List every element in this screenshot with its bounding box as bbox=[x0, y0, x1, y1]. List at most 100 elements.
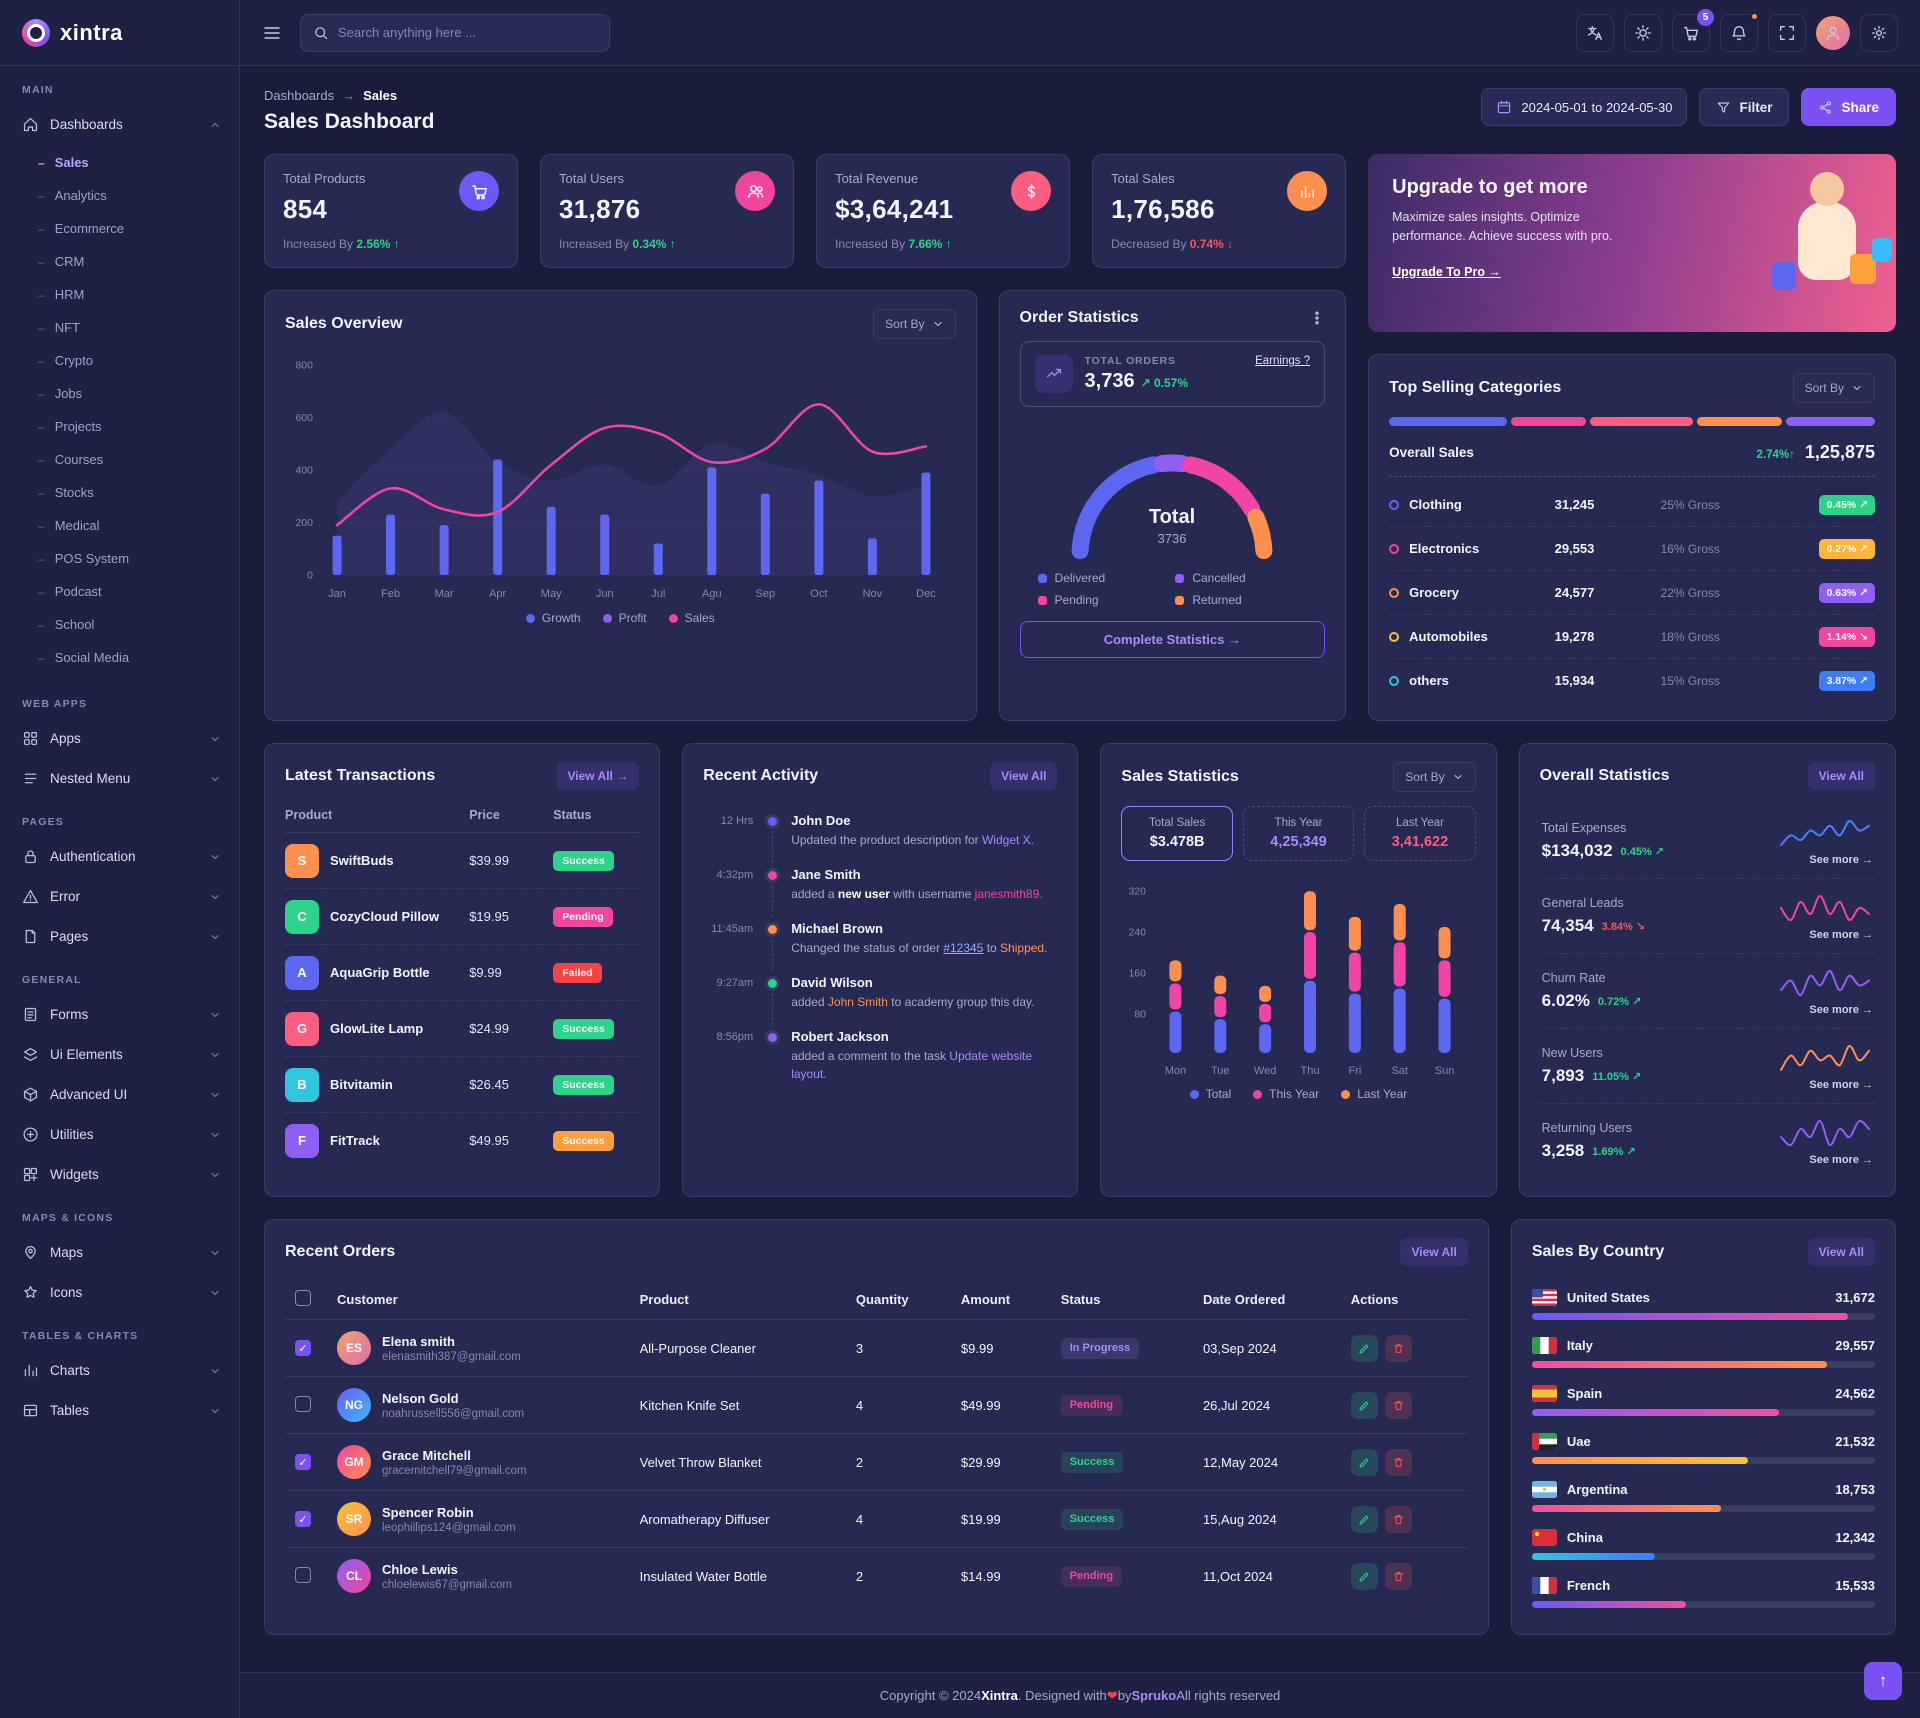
recent-orders-view-all-button[interactable]: View All bbox=[1400, 1238, 1468, 1266]
country-value: 12,342 bbox=[1835, 1529, 1875, 1545]
row-checkbox[interactable]: ✓ bbox=[295, 1511, 311, 1528]
delete-button[interactable] bbox=[1384, 1505, 1412, 1533]
sidebar-item-crm[interactable]: – CRM bbox=[0, 245, 239, 278]
theme-toggle-button[interactable] bbox=[1624, 13, 1662, 52]
see-more-link[interactable]: See more → bbox=[1809, 929, 1873, 941]
delete-button[interactable] bbox=[1384, 1391, 1412, 1419]
chevron-icon bbox=[209, 1089, 221, 1101]
overall-statistics-view-all-button[interactable]: View All bbox=[1807, 762, 1875, 790]
sidebar-item-medical[interactable]: – Medical bbox=[0, 509, 239, 542]
top-categories-sort-button[interactable]: Sort By bbox=[1792, 373, 1875, 403]
transaction-row-cozycloud-pillow[interactable]: C CozyCloud Pillow $19.95 Pending bbox=[285, 889, 640, 945]
sidebar-item-widgets[interactable]: Widgets bbox=[0, 1154, 239, 1194]
upgrade-cta-link[interactable]: Upgrade To Pro → bbox=[1392, 264, 1501, 279]
sidebar-item-apps[interactable]: Apps bbox=[0, 718, 239, 758]
sidebar-item-social-media[interactable]: – Social Media bbox=[0, 641, 239, 674]
sales-overview-sort-button[interactable]: Sort By bbox=[873, 309, 956, 339]
sidebar-item-authentication[interactable]: Authentication bbox=[0, 836, 239, 876]
summary-box-last-year[interactable]: Last Year 3,41,622 bbox=[1364, 806, 1476, 861]
delete-button[interactable] bbox=[1384, 1334, 1412, 1362]
category-row-grocery: Grocery 24,577 22% Gross 0.63% ↗ bbox=[1389, 571, 1875, 615]
see-more-link[interactable]: See more → bbox=[1809, 1004, 1873, 1016]
search-box[interactable] bbox=[300, 13, 610, 52]
scroll-to-top-button[interactable]: ↑ bbox=[1864, 1662, 1902, 1700]
cart-button[interactable]: 5 bbox=[1672, 8, 1714, 52]
timeline-dot-icon bbox=[767, 817, 777, 826]
sidebar-item-hrm[interactable]: – HRM bbox=[0, 278, 239, 311]
sidebar-item-crypto[interactable]: – Crypto bbox=[0, 344, 239, 377]
sidebar-item-tables[interactable]: Tables bbox=[0, 1390, 239, 1430]
sidebar-item-analytics[interactable]: – Analytics bbox=[0, 179, 239, 212]
sidebar-item-ecommerce[interactable]: – Ecommerce bbox=[0, 212, 239, 245]
edit-button[interactable] bbox=[1350, 1505, 1378, 1533]
sidebar-item-pos-system[interactable]: – POS System bbox=[0, 542, 239, 575]
sidebar-item-forms[interactable]: Forms bbox=[0, 994, 239, 1034]
earnings-link[interactable]: Earnings ? bbox=[1255, 355, 1311, 367]
transaction-row-fittrack[interactable]: F FitTrack $49.95 Success bbox=[285, 1113, 639, 1168]
sales-by-country-view-all-button[interactable]: View All bbox=[1807, 1238, 1875, 1266]
menu-toggle-icon[interactable] bbox=[262, 23, 282, 43]
row-checkbox[interactable] bbox=[295, 1566, 311, 1583]
row-checkbox[interactable]: ✓ bbox=[295, 1454, 311, 1471]
transaction-row-glowlite-lamp[interactable]: G GlowLite Lamp $24.99 Success bbox=[285, 1001, 640, 1057]
translate-button[interactable] bbox=[1576, 13, 1614, 52]
see-more-link[interactable]: See more → bbox=[1809, 1154, 1873, 1166]
sidebar-item-stocks[interactable]: – Stocks bbox=[0, 476, 239, 509]
sidebar-item-error[interactable]: Error bbox=[0, 876, 239, 916]
sidebar-item-nested-menu[interactable]: Nested Menu bbox=[0, 758, 239, 798]
product-price: $9.99 bbox=[469, 965, 502, 980]
sidebar-item-ui-elements[interactable]: Ui Elements bbox=[0, 1034, 239, 1074]
see-more-link[interactable]: See more → bbox=[1809, 1079, 1873, 1091]
transaction-row-bitvitamin[interactable]: B Bitvitamin $26.45 Success bbox=[285, 1057, 640, 1113]
notifications-button[interactable] bbox=[1720, 11, 1759, 52]
sidebar-item-pages[interactable]: Pages bbox=[0, 916, 239, 956]
summary-box-total-sales[interactable]: Total Sales $3.478B bbox=[1121, 806, 1233, 861]
sidebar-item-maps[interactable]: Maps bbox=[0, 1232, 239, 1272]
share-button[interactable]: Share bbox=[1801, 88, 1896, 126]
country-name: Argentina bbox=[1566, 1481, 1628, 1497]
sidebar-item-dashboards[interactable]: Dashboards bbox=[0, 104, 239, 144]
edit-button[interactable] bbox=[1350, 1448, 1378, 1476]
footer-spruko-link[interactable]: Spruko bbox=[1131, 1688, 1177, 1703]
search-input[interactable] bbox=[338, 25, 597, 40]
edit-button[interactable] bbox=[1350, 1334, 1378, 1362]
sidebar-item-label: Medical bbox=[54, 518, 100, 533]
fullscreen-button[interactable] bbox=[1768, 13, 1806, 52]
user-avatar[interactable] bbox=[1816, 15, 1850, 50]
complete-statistics-button[interactable]: Complete Statistics → bbox=[1019, 621, 1326, 658]
date-range-picker[interactable]: 2024-05-01 to 2024-05-30 bbox=[1481, 88, 1688, 126]
transaction-row-swiftbuds[interactable]: S SwiftBuds $39.99 Success bbox=[285, 833, 640, 889]
summary-box-this-year[interactable]: This Year 4,25,349 bbox=[1242, 806, 1355, 861]
sidebar-item-courses[interactable]: – Courses bbox=[0, 443, 239, 476]
sales-statistics-sort-button[interactable]: Sort By bbox=[1393, 762, 1476, 792]
category-change-badge: 3.87% ↗ bbox=[1819, 670, 1875, 691]
row-checkbox[interactable] bbox=[295, 1395, 311, 1412]
sidebar-item-sales[interactable]: – Sales bbox=[0, 146, 239, 179]
breadcrumb-dashboards[interactable]: Dashboards bbox=[264, 88, 335, 103]
delete-button[interactable] bbox=[1384, 1562, 1412, 1590]
search-icon bbox=[313, 25, 329, 41]
sidebar-item-projects[interactable]: – Projects bbox=[0, 410, 239, 443]
sidebar-item-nft[interactable]: – NFT bbox=[0, 311, 239, 344]
sidebar-item-utilities[interactable]: Utilities bbox=[0, 1114, 239, 1154]
transactions-view-all-button[interactable]: View All → bbox=[556, 762, 640, 790]
edit-button[interactable] bbox=[1350, 1562, 1378, 1590]
select-all-checkbox[interactable] bbox=[295, 1290, 311, 1306]
sidebar-item-charts[interactable]: Charts bbox=[0, 1350, 239, 1390]
delete-button[interactable] bbox=[1384, 1448, 1412, 1476]
settings-button[interactable] bbox=[1860, 13, 1898, 52]
sidebar-item-jobs[interactable]: – Jobs bbox=[0, 377, 239, 410]
activity-view-all-button[interactable]: View All bbox=[990, 762, 1058, 790]
sidebar-item-advanced-ui[interactable]: Advanced UI bbox=[0, 1074, 239, 1114]
edit-button[interactable] bbox=[1350, 1391, 1378, 1419]
sidebar-item-icons[interactable]: Icons bbox=[0, 1272, 239, 1312]
sidebar-item-podcast[interactable]: – Podcast bbox=[0, 575, 239, 608]
sidebar-item-school[interactable]: – School bbox=[0, 608, 239, 641]
filter-button[interactable]: Filter bbox=[1699, 88, 1790, 126]
share-label: Share bbox=[1841, 99, 1879, 115]
kebab-menu-icon[interactable] bbox=[1309, 310, 1325, 326]
row-checkbox[interactable]: ✓ bbox=[295, 1340, 311, 1357]
brand[interactable]: xintra bbox=[0, 0, 239, 66]
transaction-row-aquagrip-bottle[interactable]: A AquaGrip Bottle $9.99 Failed bbox=[285, 945, 640, 1001]
see-more-link[interactable]: See more → bbox=[1809, 854, 1873, 866]
